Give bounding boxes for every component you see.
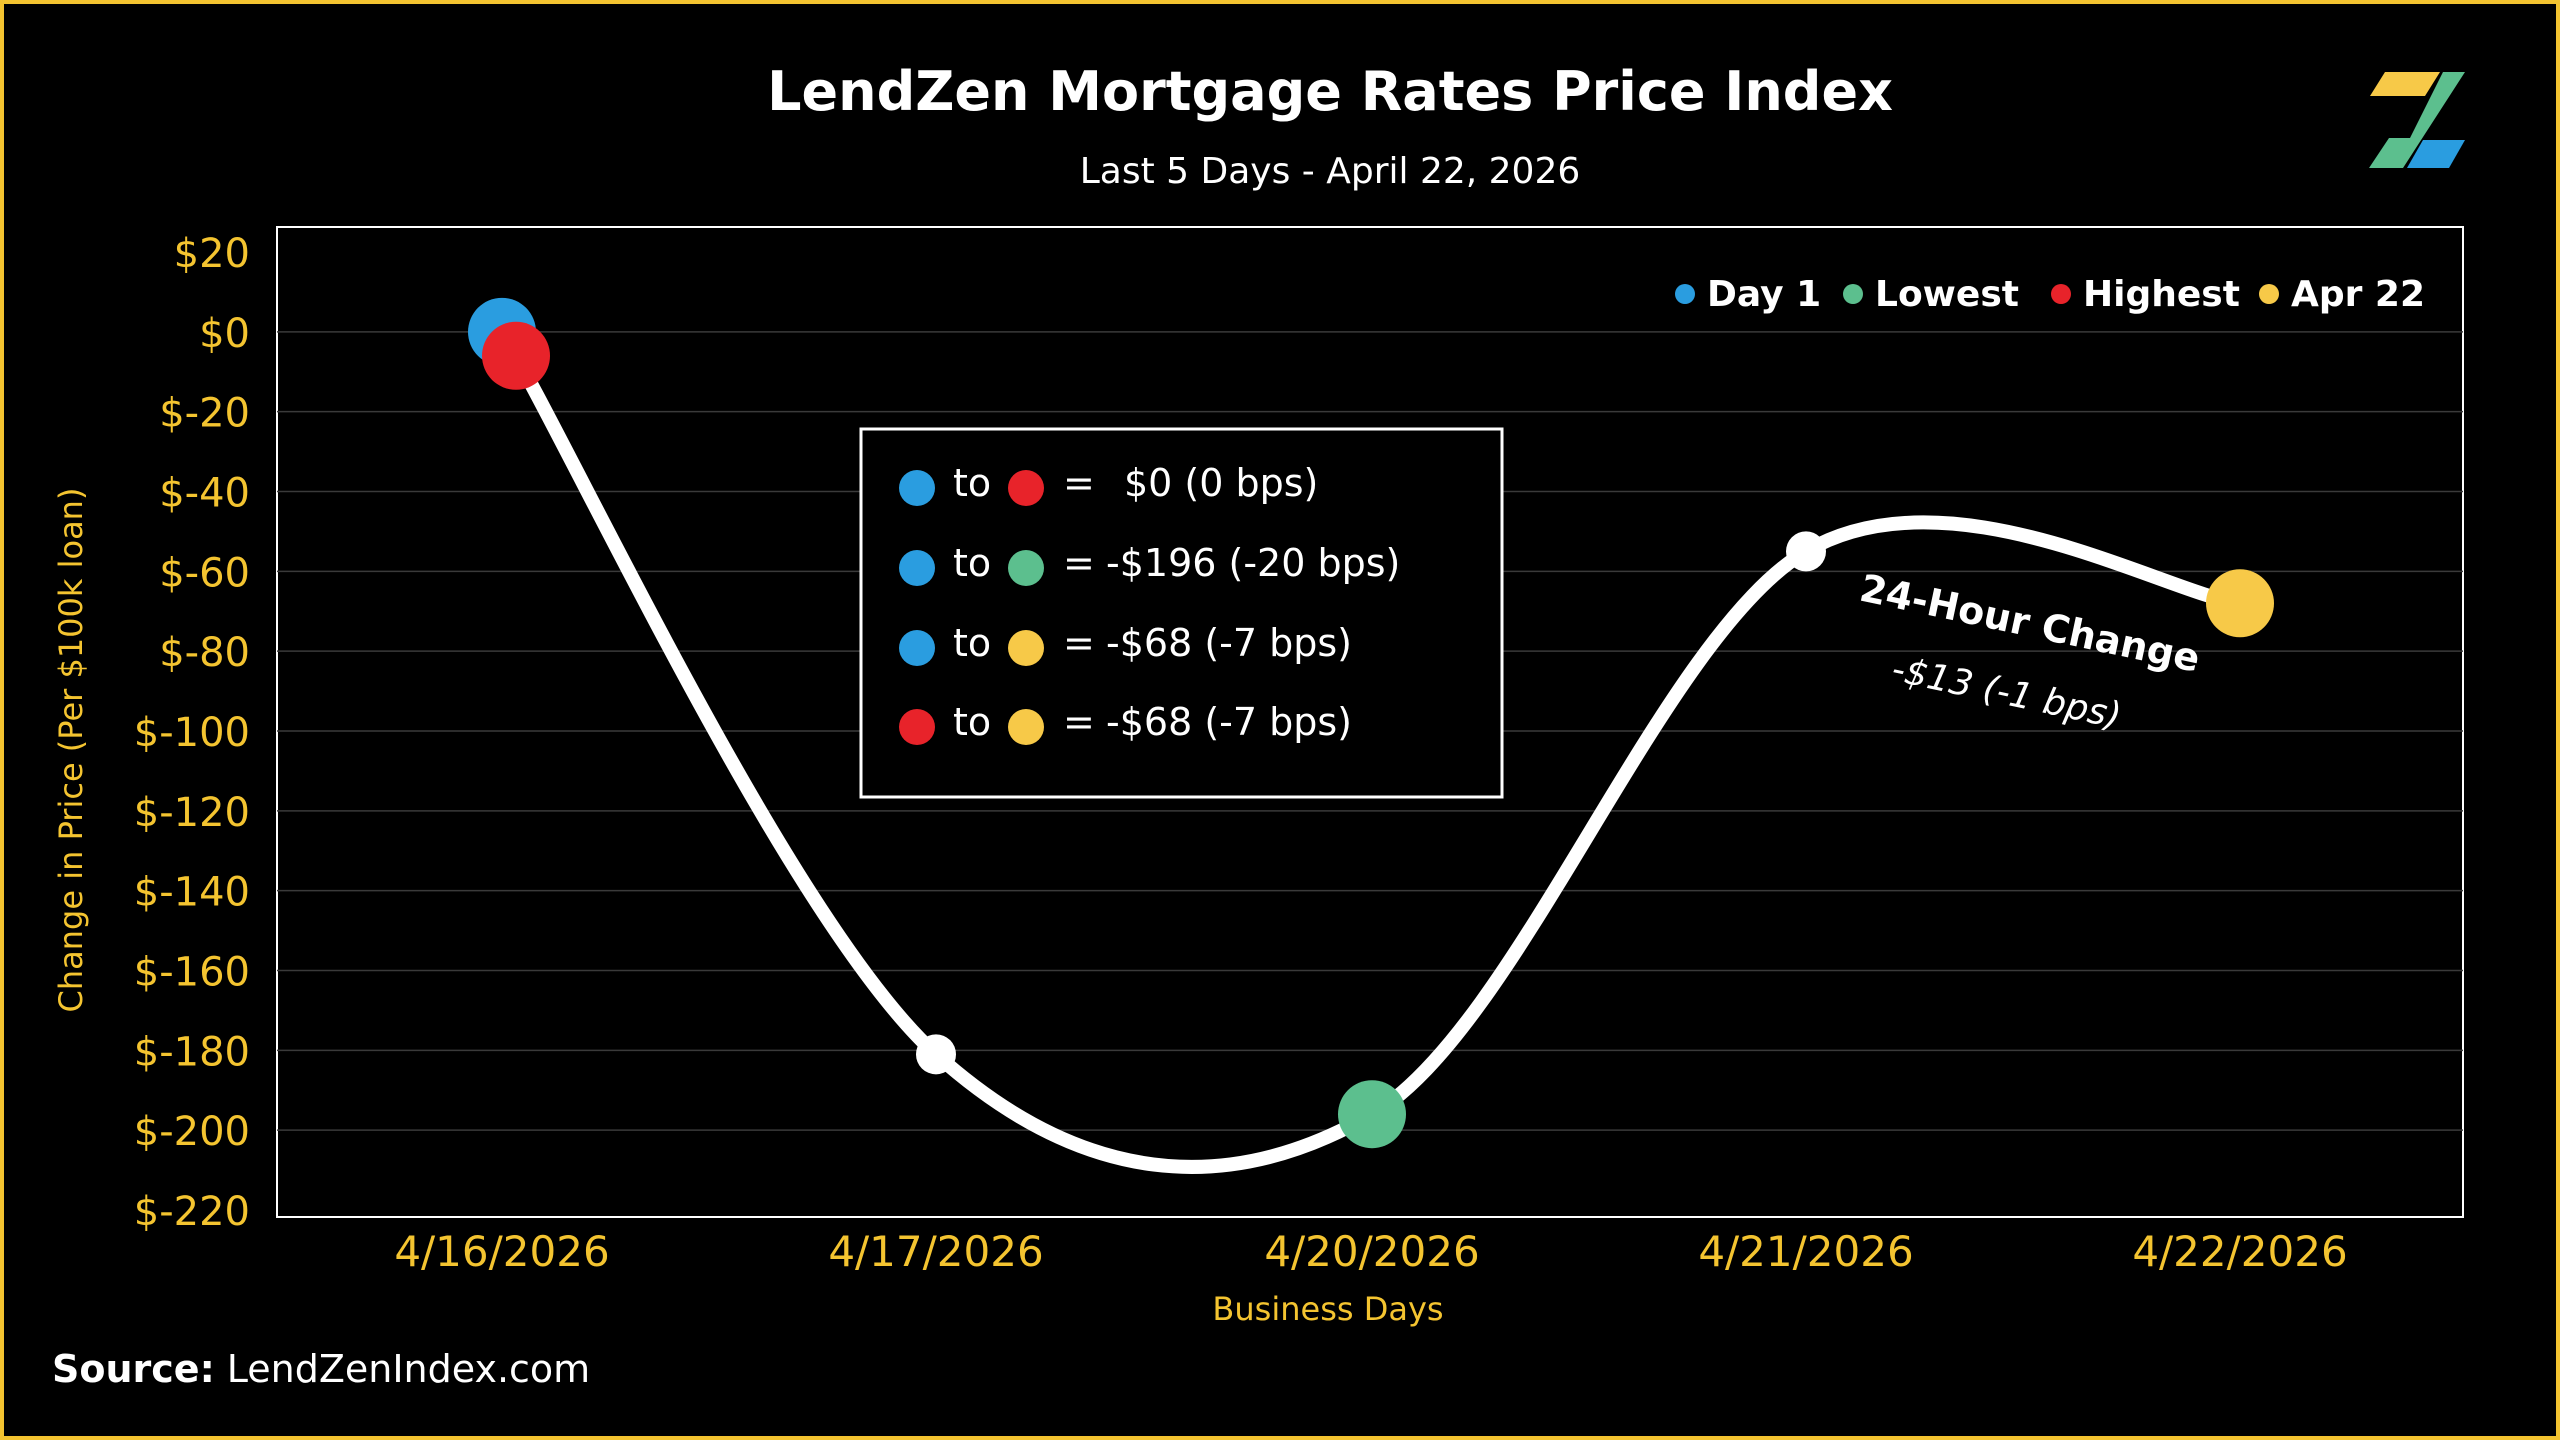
y-tick-label: $20 [174,231,250,277]
x-tick-label: 4/21/2026 [1698,1227,1913,1276]
chart-subtitle: Last 5 Days - April 22, 2026 [1080,151,1581,192]
comparison-from-dot [899,709,935,745]
legend-label-apr22: Apr 22 [2291,274,2425,315]
y-axis-ticks: $20 $0 $-20 $-40 $-60 $-80 $-100 $-120 $-140 $-16… [134,231,250,1235]
data-point-apr22 [2206,569,2274,638]
y-tick-label: $-60 [159,550,250,596]
y-axis-label: Change in Price (Per $100k loan) [52,488,90,1013]
legend: Day 1 Lowest Highest Apr 22 [1675,274,2425,315]
y-tick-label: $-80 [159,630,250,676]
comparison-to-dot [1008,709,1044,745]
comparison-to-dot [1008,630,1044,666]
x-axis-ticks: 4/16/2026 4/17/2026 4/20/2026 4/21/2026 4/22… [394,1227,2347,1276]
comparison-box-border [859,427,1504,799]
comparison-to-word: to [953,461,991,505]
y-tick-label: $0 [199,311,250,357]
comparison-equals: = [1063,541,1095,585]
y-tick-label: $-160 [134,950,250,996]
comparison-equals: = [1063,461,1095,505]
comparison-to-word: to [953,700,991,744]
y-tick-label: $-200 [134,1109,250,1155]
comparison-value: -$68 (-7 bps) [1106,700,1352,744]
y-tick-label: $-220 [134,1189,250,1235]
x-axis-label: Business Days [1212,1290,1443,1328]
legend-label-day1: Day 1 [1707,274,1821,315]
data-point [1786,531,1826,572]
series-markers [468,297,2274,1149]
comparison-equals: = [1063,700,1095,744]
y-tick-label: $-180 [134,1029,250,1075]
comparison-row: to = -$196 (-20 bps) [899,541,1400,586]
comparison-value: $0 (0 bps) [1124,461,1318,505]
legend-marker-day1 [1675,284,1695,304]
comparison-value: -$68 (-7 bps) [1106,621,1352,665]
legend-label-highest: Highest [2083,274,2240,315]
y-tick-label: $-20 [159,391,250,437]
comparison-row: to = -$68 (-7 bps) [899,700,1352,745]
comparison-to-dot [1008,550,1044,586]
comparison-value: -$196 (-20 bps) [1106,541,1400,585]
y-tick-label: $-100 [134,710,250,756]
chart-title: LendZen Mortgage Rates Price Index [767,60,1893,123]
y-tick-label: $-120 [134,790,250,836]
y-tick-label: $-140 [134,870,250,916]
legend-label-lowest: Lowest [1875,274,2019,315]
source-label: Source: [52,1347,215,1391]
x-tick-label: 4/16/2026 [394,1227,609,1276]
comparison-to-dot [1008,470,1044,506]
y-tick-label: $-40 [159,471,250,517]
comparison-equals: = [1063,621,1095,665]
comparison-box: to = $0 (0 bps) to = -$196 (-20 bps) to … [859,427,1504,799]
x-tick-label: 4/22/2026 [2132,1227,2347,1276]
x-tick-label: 4/17/2026 [828,1227,1043,1276]
data-point-lowest [1338,1080,1406,1149]
comparison-row: to = $0 (0 bps) [899,461,1318,506]
comparison-row: to = -$68 (-7 bps) [899,621,1352,666]
source-value: LendZenIndex.com [227,1347,590,1391]
legend-marker-lowest [1843,284,1863,304]
x-tick-label: 4/20/2026 [1264,1227,1479,1276]
data-point-highest [482,321,550,390]
plot-area [276,226,2464,1218]
comparison-from-dot [899,550,935,586]
comparison-to-word: to [953,621,991,665]
comparison-to-word: to [953,541,991,585]
lendzen-logo-icon [2369,72,2465,168]
comparison-from-dot [899,630,935,666]
legend-marker-highest [2051,284,2071,304]
comparison-from-dot [899,470,935,506]
data-point [916,1034,956,1075]
annotation-value: -$13 (-1 bps) [1888,649,2124,738]
source-text: Source: LendZenIndex.com [52,1347,590,1391]
legend-marker-apr22 [2259,284,2279,304]
